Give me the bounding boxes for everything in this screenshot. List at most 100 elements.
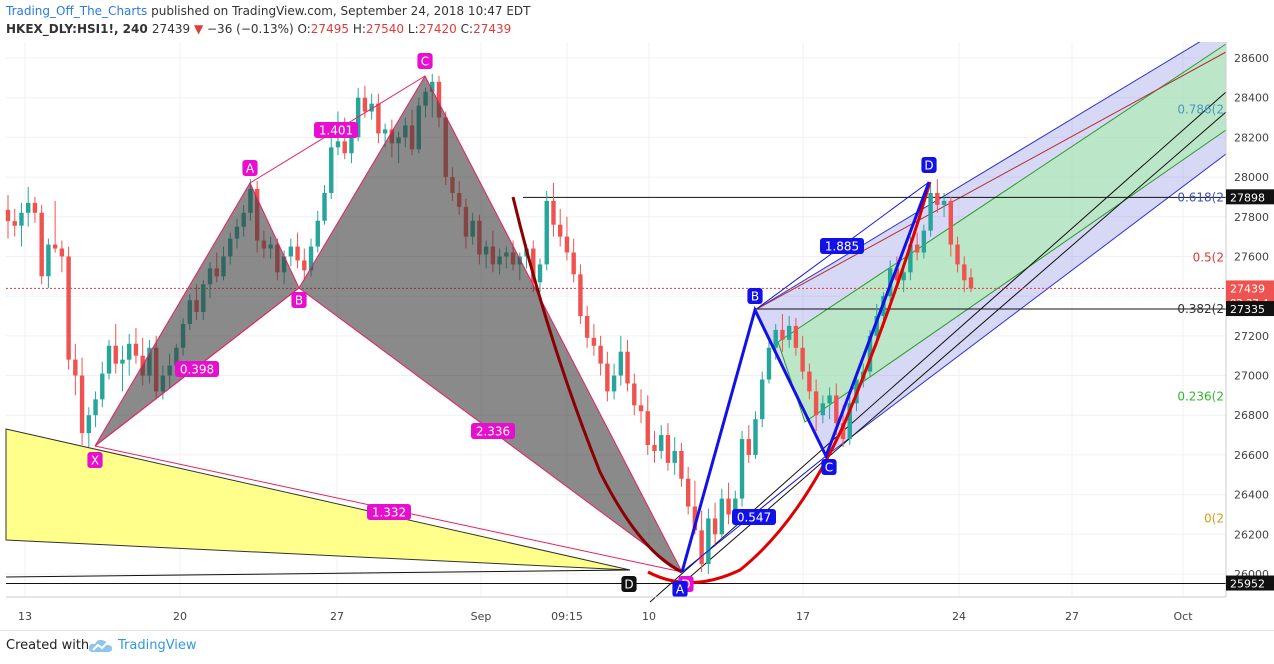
candle-body xyxy=(901,272,906,281)
black-trendline-2 xyxy=(689,111,1227,578)
candle-body xyxy=(302,260,307,271)
time-axis[interactable]: 13 20 27 Sep 09:15 10 17 24 27 Oct xyxy=(6,596,1226,623)
candle-body xyxy=(813,391,819,416)
candle-body xyxy=(93,399,98,416)
tradingview-brand[interactable]: TradingView xyxy=(118,638,197,653)
price-tag: 27335 xyxy=(1230,303,1265,316)
candle-body xyxy=(760,379,765,420)
point-c-label: C xyxy=(421,55,429,69)
point-b-label-bg xyxy=(291,292,307,308)
fib-label: 0.786(2 xyxy=(1177,103,1224,117)
candle-body xyxy=(46,244,51,277)
low-label: L: xyxy=(407,22,419,36)
chart-header: Trading_Off_The_Charts published on Trad… xyxy=(0,0,1274,42)
price-tick-label: 27800 xyxy=(1234,211,1269,224)
ratio-abc-bg xyxy=(314,122,358,138)
candle-body xyxy=(807,371,812,392)
candle-body xyxy=(625,351,630,384)
high-value: 27540 xyxy=(365,22,405,36)
triangle-d-label: D xyxy=(624,578,633,592)
price-tick-label: 26200 xyxy=(1234,528,1269,541)
candle-body xyxy=(564,236,570,253)
price-axis[interactable]: 2600026200264002660026800270002720027400… xyxy=(1225,42,1274,597)
candle-body xyxy=(342,141,347,154)
candle-body xyxy=(699,530,704,565)
down-arrow-icon: ▼ xyxy=(193,22,204,36)
high-label: H: xyxy=(352,22,366,36)
candle-body xyxy=(100,373,105,400)
candle-body xyxy=(59,248,65,257)
candle-body xyxy=(376,103,381,134)
candle-body xyxy=(847,403,852,440)
candle-body xyxy=(558,224,563,237)
symbol-name: HKEX_DLY:HSI1!, 240 xyxy=(6,22,148,36)
candle-body xyxy=(706,518,711,565)
candle-body xyxy=(685,478,691,507)
candle-body xyxy=(335,141,341,148)
pitchfork-median xyxy=(754,51,1227,311)
candle-body xyxy=(436,81,442,118)
fib-label: 0.382(2 xyxy=(1177,302,1224,316)
candle-body xyxy=(928,192,933,231)
candle-body xyxy=(726,498,731,515)
time-tick-label: 13 xyxy=(18,610,32,623)
time-tick-label: 27 xyxy=(330,610,344,623)
tradingview-cloud-icon[interactable] xyxy=(88,637,114,655)
candle-body xyxy=(106,345,112,374)
candle-body xyxy=(308,246,314,271)
candle-body xyxy=(26,202,31,213)
point-b-label: B xyxy=(295,294,303,308)
close-value: 27439 xyxy=(473,22,512,36)
open-label: O: xyxy=(297,22,311,36)
abcd-c-label-bg xyxy=(821,459,837,475)
candle-body xyxy=(611,375,617,392)
candle-body xyxy=(962,264,967,281)
abcd-a-label: A xyxy=(676,583,685,597)
candle-body xyxy=(793,325,799,348)
candle-body xyxy=(382,129,388,134)
candle-body xyxy=(531,248,536,283)
point-a-label-bg xyxy=(242,160,258,176)
fib-label: 0.618(2 xyxy=(1177,190,1224,204)
price-tag-bg xyxy=(1226,189,1274,205)
candle-body xyxy=(773,329,778,348)
candle-body xyxy=(948,200,953,245)
price-tick-label: 28400 xyxy=(1234,92,1269,105)
candle-body xyxy=(908,244,913,273)
abcd-a-label-bg xyxy=(672,581,688,597)
candle-body xyxy=(719,498,725,535)
fib-label: 0.236(2 xyxy=(1177,389,1224,403)
symbol-line: HKEX_DLY:HSI1!, 240 27439 ▼ −36 (−0.13%)… xyxy=(6,22,511,36)
candle-body xyxy=(578,274,583,316)
time-tick-label: 27 xyxy=(1065,610,1079,623)
time-tick-label: 24 xyxy=(952,610,966,623)
candle-body xyxy=(921,230,927,253)
abcd-b-label-bg xyxy=(747,288,763,304)
open-value: 27495 xyxy=(310,22,349,36)
candle-body xyxy=(638,405,644,412)
candle-body xyxy=(598,345,603,364)
candle-body xyxy=(867,335,873,372)
abcd-d-label: D xyxy=(924,159,933,173)
point-x-label: X xyxy=(91,454,99,468)
ratio-abc: 1.401 xyxy=(319,124,353,138)
price-tick-label: 27000 xyxy=(1234,370,1269,383)
candle-body xyxy=(79,375,85,434)
candle-body xyxy=(591,337,597,346)
time-tick-label: 09:15 xyxy=(551,610,583,623)
footer: Created with TradingView xyxy=(0,630,1274,664)
price-tag: 25952 xyxy=(1230,578,1265,591)
red-curve xyxy=(647,181,932,584)
ratio-xad: 1.332 xyxy=(372,506,406,520)
author-link[interactable]: Trading_Off_The_Charts xyxy=(6,4,148,18)
candlestick-chart[interactable]: XABCD0.3981.4012.3361.332ABCD0.5471.885D… xyxy=(0,42,1274,630)
yellow-wedge xyxy=(5,428,631,571)
candle-body xyxy=(618,351,624,376)
candle-body xyxy=(127,343,132,360)
candle-body xyxy=(19,212,24,226)
price-tick-label: 26800 xyxy=(1234,409,1269,422)
candle-body xyxy=(32,202,38,213)
point-x-label-bg xyxy=(87,452,103,468)
candle-body xyxy=(914,244,920,253)
candle-body xyxy=(800,347,805,372)
